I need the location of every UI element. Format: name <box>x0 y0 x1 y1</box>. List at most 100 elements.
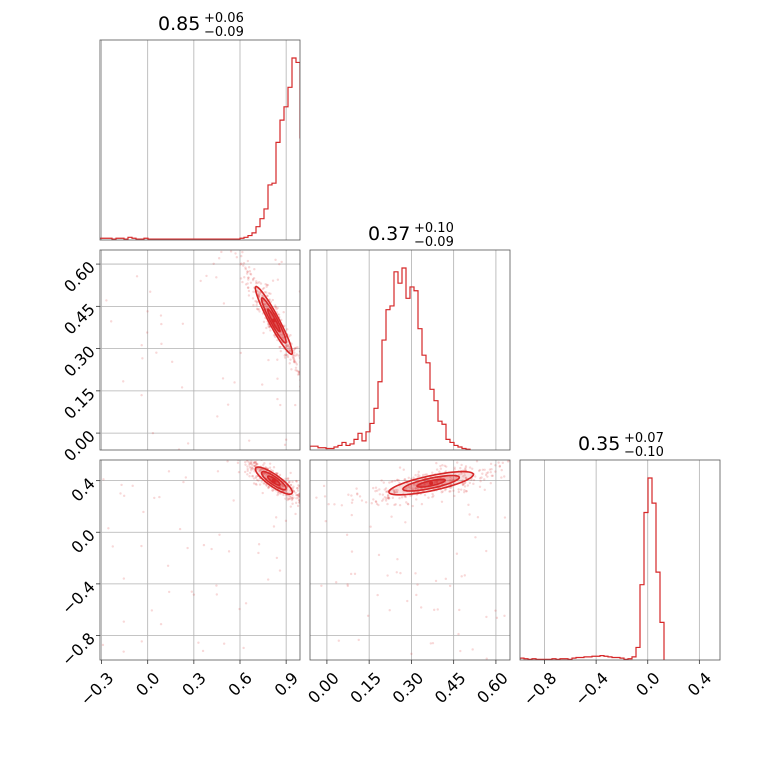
scatter-panel-1-2-sample <box>177 448 181 450</box>
scatter-panel-2-3-sample <box>371 486 375 490</box>
scatter-panel-2-3-sample <box>417 470 420 474</box>
scatter-panel-1-3-sample <box>226 460 229 463</box>
scatter-panel-1-2-sample <box>265 305 268 308</box>
scatter-panel-1-2-sample <box>170 360 174 364</box>
scatter-panel-2-3-sample <box>485 615 488 619</box>
scatter-panel-1-2-sample <box>293 359 296 362</box>
scatter-panel-2-3-sample <box>396 479 399 482</box>
scatter-panel-1-3-sample <box>274 516 278 519</box>
hist-panel-1-frame <box>99 39 301 241</box>
x-tick-label-p2-3: 0.45 <box>431 668 470 707</box>
scatter-panel-1-3-sample <box>237 456 239 458</box>
scatter-panel-1-3-sample <box>288 494 291 498</box>
scatter-panel-2-3-sample <box>347 493 350 496</box>
scatter-panel-1-3-sample <box>242 455 244 457</box>
hist-panel-3-grid <box>544 460 700 660</box>
scatter-panel-1-3-sample <box>263 472 266 475</box>
scatter-panel-2-3-sample <box>435 461 438 465</box>
scatter-panel-2-3-sample <box>439 464 442 468</box>
scatter-panel-1-3-sample <box>307 495 309 497</box>
scatter-panel-1-3-sample <box>218 533 221 536</box>
scatter-panel-1-2-sample <box>280 333 283 337</box>
scatter-panel-1-2-sample <box>268 326 271 329</box>
scatter-panel-1-2-sample <box>246 270 249 274</box>
scatter-panel-1-3-sample <box>250 469 253 472</box>
scatter-panel-2-3-sample <box>463 481 466 485</box>
scatter-panel-1-2-sample <box>244 266 247 269</box>
scatter-panel-1-3-sample <box>248 462 252 465</box>
scatter-panel-1-3-content <box>101 433 309 653</box>
scatter-panel-2-3-sample <box>488 468 492 471</box>
scatter-panel-1-2-sample <box>293 351 296 354</box>
scatter-panel-2-3-sample <box>484 473 488 477</box>
scatter-panel-1-2-sample <box>246 276 250 279</box>
scatter-panel-1-3-sample <box>291 497 294 501</box>
scatter-panel-2-3-sample <box>465 489 468 493</box>
scatter-panel-2-3-sample <box>464 476 468 479</box>
scatter-panel-2-3-sample <box>480 476 483 479</box>
scatter-panel-1-3-sample <box>232 499 235 502</box>
scatter-panel-1-3-sample <box>301 487 303 489</box>
scatter-panel-1-2-sample <box>259 282 263 285</box>
scatter-panel-1-2-sample <box>217 257 221 260</box>
scatter-panel-1-3-sample <box>296 493 299 497</box>
scatter-panel-1-3-sample <box>268 462 272 465</box>
scatter-panel-2-3-sample <box>440 491 443 494</box>
scatter-panel-1-2-sample <box>247 294 251 297</box>
scatter-panel-2-3-sample <box>485 549 488 553</box>
scatter-panel-2-3-sample <box>350 494 353 497</box>
scatter-panel-1-2-sample <box>269 329 272 332</box>
scatter-panel-2-3-sample <box>440 500 444 503</box>
scatter-panel-2-3-sample <box>393 479 397 483</box>
scatter-panel-1-2-sample <box>151 431 155 435</box>
scatter-panel-1-2-sample <box>293 347 297 351</box>
scatter-panel-1-2-sample <box>320 389 322 391</box>
scatter-panel-1-3-sample <box>246 469 249 473</box>
scatter-panel-1-3-sample <box>101 643 105 647</box>
scatter-panel-1-2-sample <box>288 349 291 352</box>
scatter-panel-1-3-sample <box>246 447 248 449</box>
scatter-panel-1-2-sample <box>279 345 282 349</box>
scatter-panel-2-3-sample <box>474 475 477 478</box>
scatter-panel-1-3-sample <box>244 602 248 605</box>
scatter-panel-2-3-sample <box>416 475 419 479</box>
scatter-panel-2-3-sample <box>431 492 434 496</box>
hist-panel-3-title-median: 0.35 <box>578 433 620 455</box>
scatter-panel-1-3-sample <box>267 486 270 490</box>
scatter-panel-1-2-sample <box>235 256 239 259</box>
scatter-panel-1-2-sample <box>310 378 312 380</box>
scatter-panel-2-3-sample <box>464 465 468 468</box>
hist-panel-1-grid <box>101 40 287 240</box>
scatter-panel-2-3-sample <box>486 471 490 474</box>
scatter-panel-1-3-sample <box>244 463 247 466</box>
scatter-panel-2-3-sample <box>500 468 503 472</box>
scatter-panel-1-2-sample <box>282 337 285 340</box>
scatter-panel-1-2-sample <box>222 302 226 305</box>
scatter-panel-1-3-sample <box>288 480 291 484</box>
scatter-panel-2-3-sample <box>500 476 503 479</box>
scatter-panel-2-3-sample <box>479 479 482 483</box>
scatter-panel-1-2-sample <box>160 322 163 326</box>
scatter-panel-2-3-sample <box>427 496 430 499</box>
scatter-panel-1-3-sample <box>257 551 260 555</box>
scatter-panel-1-2-sample <box>306 368 308 370</box>
scatter-panel-1-2-sample <box>239 263 242 266</box>
scatter-panel-2-3-sample <box>386 502 389 506</box>
scatter-panel-2-3-sample <box>360 499 364 502</box>
scatter-panel-2-3-sample <box>400 496 404 499</box>
scatter-panel-2-3-sample <box>489 462 493 466</box>
scatter-panel-2-3-sample <box>424 473 427 476</box>
scatter-panel-1-3-sample <box>190 590 193 593</box>
scatter-panel-2-3-sample <box>386 496 389 499</box>
hist-panel-2-title-plus: +0.10 <box>414 221 454 236</box>
scatter-panel-1-3-sample <box>196 433 198 435</box>
scatter-panel-1-2-sample <box>294 354 297 357</box>
scatter-panel-1-3-sample <box>219 438 221 440</box>
scatter-panel-1-3-sample <box>302 501 304 503</box>
scatter-panel-2-3-sample <box>353 572 357 576</box>
scatter-panel-1-2-content <box>105 250 322 450</box>
scatter-panel-2-3-sample <box>386 494 390 498</box>
scatter-panel-2-3-sample <box>388 481 391 484</box>
scatter-panel-1-3-sample <box>186 546 189 550</box>
scatter-panel-2-3-sample <box>415 498 418 501</box>
